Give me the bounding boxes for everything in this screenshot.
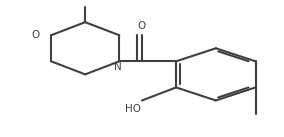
Text: N: N xyxy=(114,62,122,72)
Text: O: O xyxy=(32,30,40,40)
Text: HO: HO xyxy=(126,104,141,114)
Text: O: O xyxy=(138,21,146,31)
